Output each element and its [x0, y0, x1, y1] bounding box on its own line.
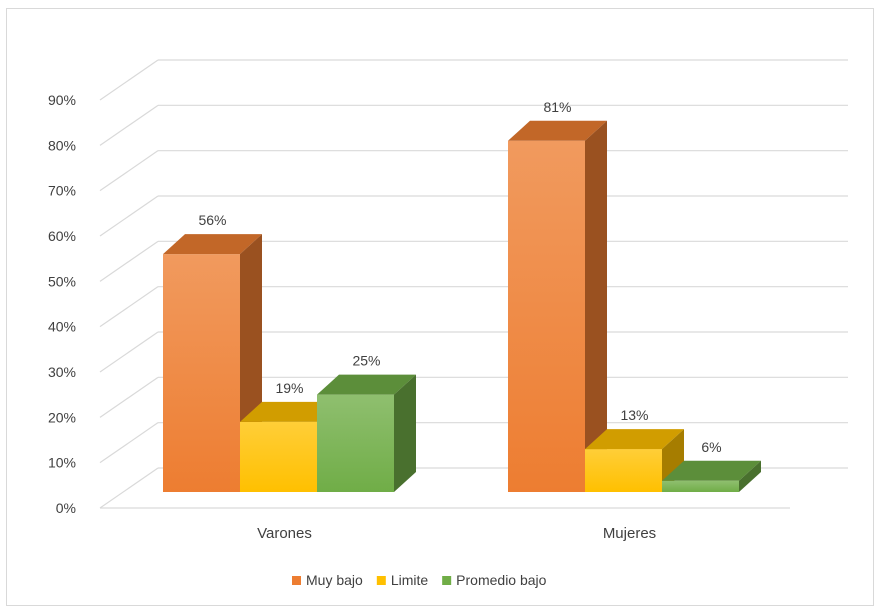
gridline-side [99, 331, 159, 373]
y-tick-label: 90% [48, 92, 76, 108]
legend-label: Limite [391, 572, 429, 588]
data-label: 56% [198, 212, 226, 228]
gridline-side [99, 376, 159, 418]
y-tick-label: 20% [48, 409, 76, 425]
bar [662, 460, 761, 492]
bar-front-face [240, 421, 317, 492]
gridline-side [99, 104, 159, 146]
y-tick-label: 30% [48, 364, 76, 380]
gridline-side [99, 422, 159, 464]
gridline-side [99, 150, 159, 192]
bar-top-face [317, 374, 416, 395]
y-tick-label: 50% [48, 273, 76, 289]
legend: Muy bajo Limite Promedio bajo [292, 572, 547, 588]
bar-top-face [585, 429, 684, 450]
bar-front-face [508, 140, 585, 493]
y-tick-label: 40% [48, 319, 76, 335]
x-tick-label: Varones [257, 525, 312, 542]
data-label: 13% [620, 407, 648, 423]
data-label: 19% [275, 380, 303, 396]
bar-front-face [585, 449, 662, 492]
gridline-side [99, 240, 159, 282]
bar-front-face [163, 254, 240, 492]
gridline-side [99, 286, 159, 328]
bar-top-face [163, 234, 262, 255]
legend-swatch [376, 576, 386, 585]
legend-label: Promedio bajo [456, 572, 546, 588]
bar-side-face [394, 374, 416, 492]
y-tick-label: 10% [48, 455, 76, 471]
bar-top-face [508, 120, 607, 141]
gridlines [99, 59, 848, 509]
bar-side-face [585, 120, 607, 493]
legend-label: Muy bajo [306, 572, 363, 588]
bar [163, 234, 262, 492]
bar-top-face [662, 460, 761, 481]
bar-top-face [240, 401, 339, 422]
gridline-side [99, 467, 159, 509]
gridline-side [99, 195, 159, 237]
data-label: 81% [543, 99, 571, 115]
y-tick-label: 0% [56, 500, 76, 516]
data-label: 6% [701, 439, 721, 455]
x-tick-label: Mujeres [603, 525, 656, 542]
bar [585, 429, 684, 492]
bar [508, 120, 607, 493]
data-label: 25% [352, 353, 380, 369]
y-tick-label: 80% [48, 137, 76, 153]
bar-side-face [739, 460, 761, 492]
bar [317, 374, 416, 492]
legend-swatch [292, 576, 301, 585]
bars [163, 120, 761, 493]
bar-front-face [317, 394, 394, 492]
legend-swatch [442, 576, 452, 585]
gridline-side [99, 59, 159, 101]
y-tick-label: 60% [48, 228, 76, 244]
y-tick-label: 70% [48, 183, 76, 199]
bar-front-face [662, 480, 739, 492]
chart-frame [6, 8, 874, 606]
